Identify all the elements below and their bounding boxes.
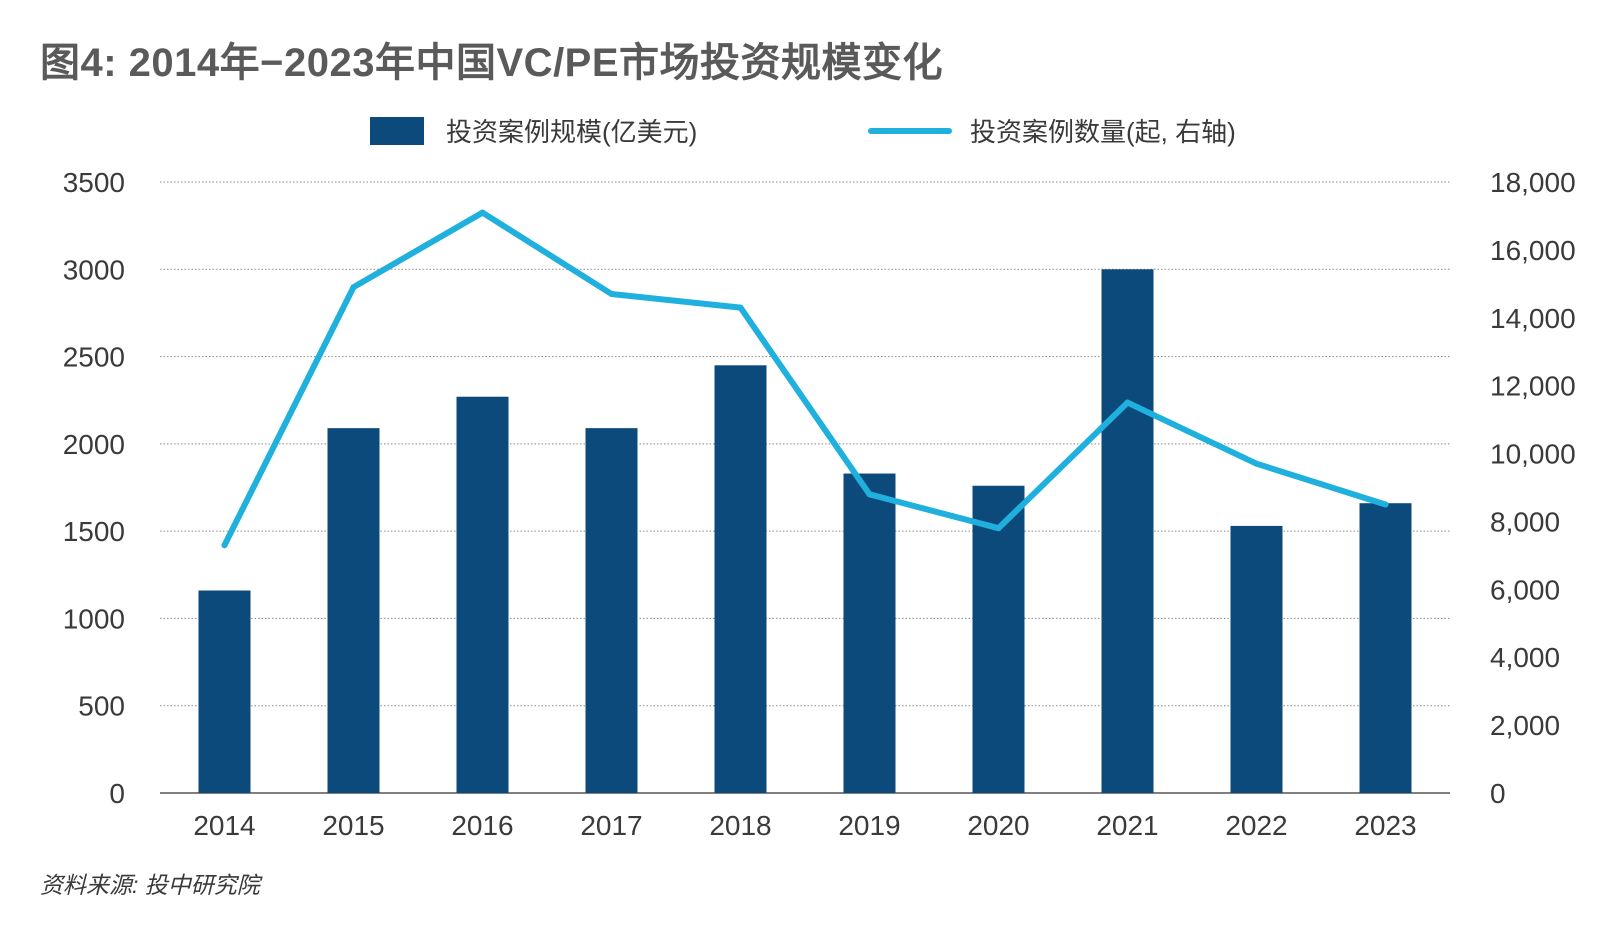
legend-line-swatch: [868, 127, 952, 134]
legend-item-bar: 投资案例规模(亿美元): [370, 112, 697, 149]
line-point-2015: [350, 284, 357, 291]
right-tick-label: 6,000: [1490, 574, 1560, 605]
legend-bar-swatch: [370, 116, 424, 145]
left-tick-label: 1000: [63, 603, 125, 634]
right-tick-label: 14,000: [1490, 303, 1576, 334]
left-tick-label: 1500: [63, 516, 125, 547]
line-point-2023: [1382, 501, 1389, 508]
left-tick-label: 2500: [63, 342, 125, 373]
x-tick-label: 2015: [322, 810, 384, 841]
left-tick-label: 3000: [63, 254, 125, 285]
bar-2018: [714, 365, 767, 793]
right-tick-label: 2,000: [1490, 710, 1560, 741]
right-axis-ticks: 0 2,000 4,000 6,000 8,000 10,000 12,000 14,000 1…: [1490, 167, 1576, 809]
right-tick-label: 16,000: [1490, 235, 1576, 266]
left-tick-label: 0: [109, 778, 125, 809]
x-tick-label: 2021: [1096, 810, 1158, 841]
left-tick-label: 3500: [63, 167, 125, 198]
bar-2020: [972, 485, 1025, 793]
line-point-2014: [221, 542, 228, 549]
bar-2017: [585, 428, 638, 793]
right-tick-label: 4,000: [1490, 642, 1560, 673]
bar-series: [198, 269, 1412, 793]
line-point-2021: [1124, 399, 1131, 406]
line-point-2020: [995, 525, 1002, 532]
chart-title: 图4: 2014年−2023年中国VC/PE市场投资规模变化: [40, 41, 944, 85]
right-tick-label: 12,000: [1490, 371, 1576, 402]
legend-item-line: 投资案例数量(起, 右轴): [868, 112, 1236, 149]
line-point-2018: [737, 304, 744, 311]
left-tick-label: 2000: [63, 429, 125, 460]
x-axis-ticks: 2014 2015 2016 2017 2018 2019 2020 2021 2022 2023: [193, 810, 1416, 841]
right-tick-label: 10,000: [1490, 439, 1576, 470]
x-tick-label: 2022: [1225, 810, 1287, 841]
source-note: 资料来源: 投中研究院: [40, 872, 260, 898]
x-tick-label: 2019: [838, 810, 900, 841]
x-tick-label: 2023: [1354, 810, 1416, 841]
line-point-2016: [479, 209, 486, 216]
bar-2014: [198, 590, 251, 793]
line-point-2022: [1253, 460, 1260, 467]
left-axis-ticks: 0 500 1000 1500 2000 2500 3000 3500: [63, 167, 125, 809]
x-tick-label: 2016: [451, 810, 513, 841]
count-line: [221, 209, 1389, 549]
right-tick-label: 8,000: [1490, 506, 1560, 537]
x-tick-label: 2014: [193, 810, 255, 841]
x-tick-label: 2017: [580, 810, 642, 841]
bar-2016: [456, 396, 509, 793]
x-tick-label: 2020: [967, 810, 1029, 841]
right-tick-label: 18,000: [1490, 167, 1576, 198]
right-tick-label: 0: [1490, 778, 1506, 809]
legend: 投资案例规模(亿美元) 投资案例数量(起, 右轴): [0, 112, 1618, 152]
left-tick-label: 500: [78, 691, 125, 722]
bar-2023: [1359, 503, 1412, 793]
bar-2021: [1101, 269, 1154, 793]
legend-line-label: 投资案例数量(起, 右轴): [970, 117, 1236, 147]
line-point-2017: [608, 291, 615, 298]
line-series: [221, 209, 1389, 549]
bar-2019: [843, 473, 896, 793]
x-tick-label: 2018: [709, 810, 771, 841]
legend-bar-label: 投资案例规模(亿美元): [446, 117, 698, 147]
bar-2015: [327, 428, 380, 793]
bar-2022: [1230, 525, 1283, 793]
line-point-2019: [866, 491, 873, 498]
